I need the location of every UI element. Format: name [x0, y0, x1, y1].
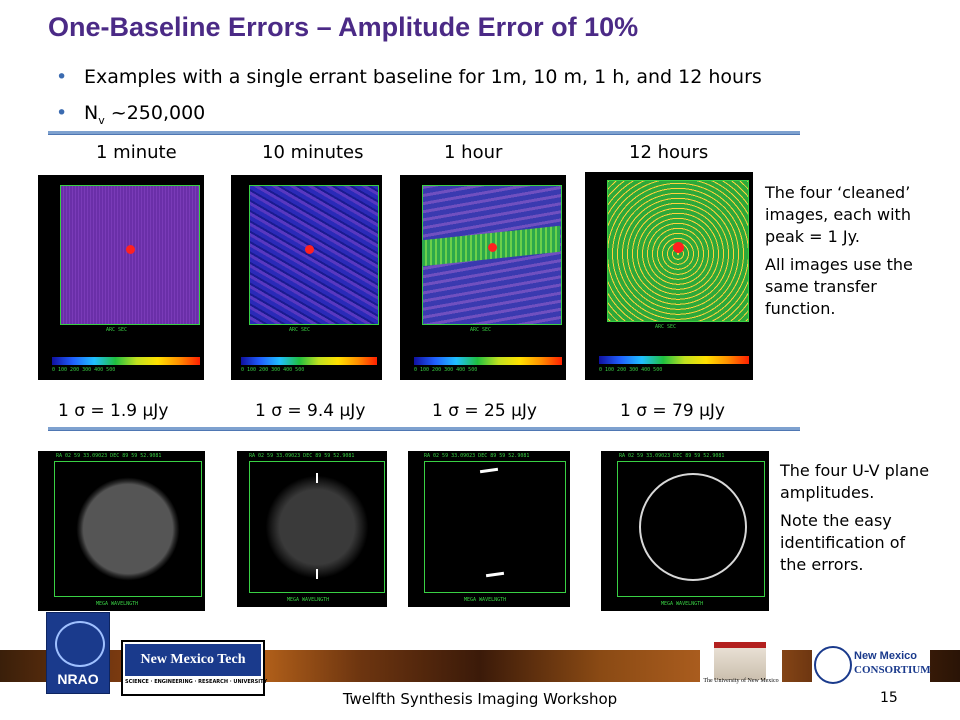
- sigma-label-1-minute: 1 σ = 1.9 μJy: [58, 401, 169, 421]
- uv-field: [54, 461, 202, 597]
- bullet-2-text-n: N: [84, 102, 99, 124]
- uv-header: RA 02 59 33.09023 DEC 89 59 52.9081: [56, 453, 162, 459]
- axis-label: ARC SEC: [106, 327, 128, 333]
- bullet-2: • Nv ~250,000: [56, 102, 205, 127]
- note-uv-1: The four U-V plane amplitudes.: [780, 461, 930, 502]
- image-field: [249, 185, 379, 325]
- notes-cleaned-images: The four ‘cleaned’ images, each with pea…: [765, 182, 930, 326]
- uv-axis-label: MEGA WAVELNGTH: [464, 597, 507, 603]
- color-bar: [599, 356, 749, 364]
- note-uv-2: Note the easy identification of the erro…: [780, 511, 906, 574]
- notes-uv-planes: The four U-V plane amplitudes. Note the …: [780, 460, 930, 582]
- source-peak-marker: [673, 242, 684, 253]
- column-label-1-hour: 1 hour: [444, 142, 503, 163]
- bullet-dot-icon: •: [56, 102, 68, 124]
- divider-top: [48, 131, 800, 135]
- uv-error-ring: [639, 473, 747, 581]
- uv-header: RA 02 59 33.09023 DEC 89 59 52.9081: [424, 453, 530, 459]
- bullet-1: • Examples with a single errant baseline …: [56, 66, 762, 88]
- page-number: 15: [880, 690, 898, 706]
- zia-sun-icon: [814, 646, 852, 684]
- nrao-logo-text: NRAO: [57, 671, 99, 687]
- uv-axis-label: MEGA WAVELNGTH: [96, 601, 139, 607]
- uv-plane-10-minutes: RA 02 59 33.09023 DEC 89 59 52.9081 MEGA…: [237, 451, 387, 607]
- uv-error-spot-bottom: [316, 569, 318, 579]
- source-peak-marker: [126, 245, 135, 254]
- footer-text: Twelfth Synthesis Imaging Workshop: [342, 690, 618, 708]
- divider-middle: [48, 427, 800, 431]
- bullet-dot-icon: •: [56, 66, 68, 88]
- cleaned-image-1-minute: ARC SEC 0 100 200 300 400 500: [38, 175, 204, 380]
- bullet-2-subscript: v: [98, 113, 105, 127]
- color-bar: [52, 357, 200, 365]
- axis-label: ARC SEC: [289, 327, 311, 333]
- color-bar: [414, 357, 562, 365]
- cleaned-image-10-minutes: ARC SEC 0 100 200 300 400 500: [231, 175, 382, 380]
- sigma-label-10-minutes: 1 σ = 9.4 μJy: [255, 401, 366, 421]
- source-peak-marker: [488, 243, 497, 252]
- note-cleaned-2: All images use the same transfer functio…: [765, 255, 913, 318]
- bullet-1-text: Examples with a single errant baseline f…: [84, 66, 762, 88]
- column-label-1-minute: 1 minute: [96, 142, 177, 163]
- nrao-logo: NRAO: [46, 612, 110, 694]
- color-bar-ticks: 0 100 200 300 400 500: [241, 367, 305, 373]
- note-cleaned-1: The four ‘cleaned’ images, each with pea…: [765, 183, 911, 246]
- consortium-line-2: CONSORTIUM: [854, 664, 931, 676]
- nmt-logo-name: New Mexico Tech: [125, 644, 261, 676]
- new-mexico-consortium-logo: New Mexico CONSORTIUM: [812, 644, 931, 688]
- unm-logo-text: The University of New Mexico: [703, 678, 779, 684]
- column-label-10-minutes: 10 minutes: [262, 142, 364, 163]
- uv-header: RA 02 59 33.09023 DEC 89 59 52.9081: [619, 453, 725, 459]
- color-bar: [241, 357, 377, 365]
- slide-title: One-Baseline Errors – Amplitude Error of…: [48, 12, 639, 42]
- nmt-logo-tagline: SCIENCE · ENGINEERING · RESEARCH · UNIVE…: [125, 679, 268, 685]
- uv-plane-1-minute: RA 02 59 33.09023 DEC 89 59 52.9081 MEGA…: [38, 451, 205, 611]
- cleaned-image-1-hour: ARC SEC 0 100 200 300 400 500: [400, 175, 566, 380]
- uv-axis-label: MEGA WAVELNGTH: [287, 597, 330, 603]
- uv-plane-12-hours: RA 02 59 33.09023 DEC 89 59 52.9081 MEGA…: [601, 451, 769, 611]
- new-mexico-tech-logo: New Mexico Tech SCIENCE · ENGINEERING · …: [121, 640, 268, 696]
- image-field: [422, 185, 562, 325]
- axis-label: ARC SEC: [470, 327, 492, 333]
- cleaned-image-12-hours: ARC SEC 0 100 200 300 400 500: [585, 172, 753, 380]
- nrao-dish-icon: [55, 621, 105, 667]
- image-field: [60, 185, 200, 325]
- bullet-2-text-value: ~250,000: [104, 102, 206, 124]
- sigma-label-12-hours: 1 σ = 79 μJy: [620, 401, 725, 421]
- unm-logo: The University of New Mexico: [700, 640, 782, 692]
- consortium-line-1: New Mexico: [854, 650, 917, 662]
- column-label-12-hours: 12 hours: [629, 142, 709, 163]
- uv-header: RA 02 59 33.09023 DEC 89 59 52.9081: [249, 453, 355, 459]
- color-bar-ticks: 0 100 200 300 400 500: [599, 367, 663, 373]
- uv-field: [424, 461, 566, 593]
- uv-plane-1-hour: RA 02 59 33.09023 DEC 89 59 52.9081 MEGA…: [408, 451, 570, 607]
- source-peak-marker: [305, 245, 314, 254]
- color-bar-ticks: 0 100 200 300 400 500: [414, 367, 478, 373]
- uv-axis-label: MEGA WAVELNGTH: [661, 601, 704, 607]
- color-bar-ticks: 0 100 200 300 400 500: [52, 367, 116, 373]
- axis-label: ARC SEC: [655, 324, 677, 330]
- unm-building-icon: [714, 642, 766, 680]
- uv-error-spot-top: [316, 473, 318, 483]
- sigma-label-1-hour: 1 σ = 25 μJy: [432, 401, 537, 421]
